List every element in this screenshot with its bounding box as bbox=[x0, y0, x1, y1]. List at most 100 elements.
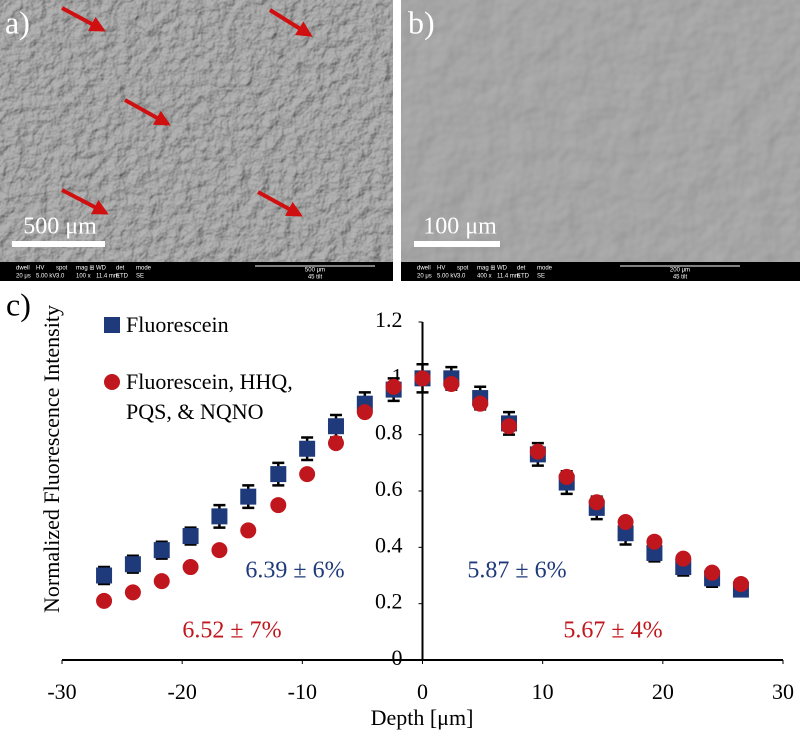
info-tilt: 45 tilt bbox=[308, 275, 323, 281]
x-tick-label: 30 bbox=[772, 679, 794, 704]
point bbox=[529, 443, 546, 460]
info-field-value: ETD bbox=[517, 274, 530, 280]
point bbox=[472, 395, 489, 412]
legend-marker bbox=[104, 374, 120, 390]
annotation: 6.52 ± 7% bbox=[182, 618, 281, 644]
point bbox=[211, 508, 228, 525]
x-tick-label: -20 bbox=[168, 679, 197, 704]
arrow bbox=[61, 6, 106, 32]
panel-label: a) bbox=[5, 4, 30, 40]
info-field-name: spot bbox=[56, 266, 68, 272]
y-tick-label: 0.8 bbox=[375, 420, 403, 445]
info-field-value: 11.4 mm bbox=[96, 274, 119, 280]
info-field-value: ETD bbox=[116, 274, 129, 280]
info-bar bbox=[401, 262, 800, 281]
info-tilt: 45 tilt bbox=[673, 275, 688, 281]
info-field-value: 20 μs bbox=[417, 274, 432, 280]
y-tick-label: 1 bbox=[392, 363, 403, 388]
point bbox=[327, 418, 344, 435]
y-tick-label: 0.2 bbox=[375, 589, 403, 614]
info-field-name: HV bbox=[437, 266, 445, 272]
info-field-name: spot bbox=[457, 266, 469, 272]
info-field-value: 20 μs bbox=[16, 274, 31, 280]
info-scale-label: 200 μm bbox=[670, 268, 690, 274]
scale-bar-label: 100 μm bbox=[423, 214, 497, 240]
panel-label: c) bbox=[6, 286, 31, 322]
x-tick-label: -30 bbox=[47, 679, 76, 704]
point bbox=[327, 435, 344, 452]
point bbox=[704, 564, 721, 581]
point bbox=[211, 542, 228, 559]
info-field-name: dwell bbox=[417, 266, 431, 272]
info-bar bbox=[0, 262, 393, 281]
info-field-name: mag ⊞ bbox=[76, 266, 94, 272]
info-field-value: 5.00 kV bbox=[437, 274, 457, 280]
info-field-value: 11.4 mm bbox=[497, 274, 520, 280]
info-field-value: 3.0 bbox=[457, 274, 466, 280]
point bbox=[414, 370, 431, 387]
info-field-value: 400 x bbox=[477, 274, 492, 280]
legend-label: Fluorescein, HHQ, PQS, & NQNO bbox=[126, 369, 293, 424]
y-tick-label: 0 bbox=[392, 645, 403, 670]
point bbox=[124, 584, 141, 601]
point bbox=[96, 567, 113, 584]
annotation: 6.39 ± 6% bbox=[245, 558, 344, 584]
point bbox=[356, 404, 373, 421]
arrows bbox=[61, 6, 313, 217]
point bbox=[617, 513, 634, 530]
info-field-name: mode bbox=[136, 266, 152, 272]
info-field-value: 3.0 bbox=[56, 274, 65, 280]
panel-b: b) 100 μm bbox=[401, 0, 800, 281]
info-field-name: det bbox=[116, 266, 125, 272]
point bbox=[240, 522, 257, 539]
x-tick-label: -10 bbox=[288, 679, 317, 704]
info-field-name: mode bbox=[537, 266, 553, 272]
annotation: 5.67 ± 4% bbox=[563, 618, 662, 644]
y-tick-label: 1.2 bbox=[375, 307, 403, 332]
point bbox=[270, 497, 287, 514]
point bbox=[617, 525, 634, 542]
point bbox=[675, 550, 692, 567]
legend-label: Fluorescein bbox=[126, 312, 229, 337]
panel-label: b) bbox=[408, 4, 435, 40]
point bbox=[182, 559, 199, 576]
point bbox=[501, 418, 518, 435]
point bbox=[299, 440, 316, 457]
point bbox=[153, 542, 170, 559]
info-field-name: det bbox=[517, 266, 526, 272]
point bbox=[646, 533, 663, 550]
x-axis-label: Depth [μm] bbox=[371, 705, 474, 730]
point bbox=[153, 573, 170, 590]
arrow bbox=[268, 8, 313, 37]
point bbox=[443, 375, 460, 392]
point bbox=[270, 466, 287, 483]
x-tick-label: 20 bbox=[652, 679, 674, 704]
info-field-name: WD bbox=[497, 266, 508, 272]
point bbox=[96, 592, 113, 609]
y-tick-label: 0.6 bbox=[375, 476, 403, 501]
x-tick-label: 0 bbox=[417, 679, 428, 704]
point bbox=[588, 494, 605, 511]
point bbox=[646, 544, 663, 561]
point bbox=[182, 528, 199, 545]
info-scale-label: 500 μm bbox=[305, 268, 325, 274]
point bbox=[124, 556, 141, 573]
panel-a: a) 500 μm bbox=[0, 0, 393, 281]
info-field-name: HV bbox=[36, 266, 44, 272]
x-tick-label: 10 bbox=[532, 679, 554, 704]
point bbox=[558, 468, 575, 485]
plot: -30 -20 -10 0 10 20 30 0 0.2 0.4 0.6 0.8 1 1.2 6.39 ± … bbox=[47, 307, 794, 704]
annotation: 5.87 ± 6% bbox=[467, 558, 566, 584]
point bbox=[240, 488, 257, 505]
legend-marker bbox=[104, 317, 120, 333]
sem-image bbox=[0, 0, 393, 262]
info-field-name: mag ⊞ bbox=[477, 266, 495, 272]
point bbox=[299, 466, 316, 483]
info-field-value: SE bbox=[136, 274, 144, 280]
arrow bbox=[61, 188, 109, 215]
y-tick-label: 0.4 bbox=[375, 532, 403, 557]
info-field-value: SE bbox=[537, 274, 545, 280]
